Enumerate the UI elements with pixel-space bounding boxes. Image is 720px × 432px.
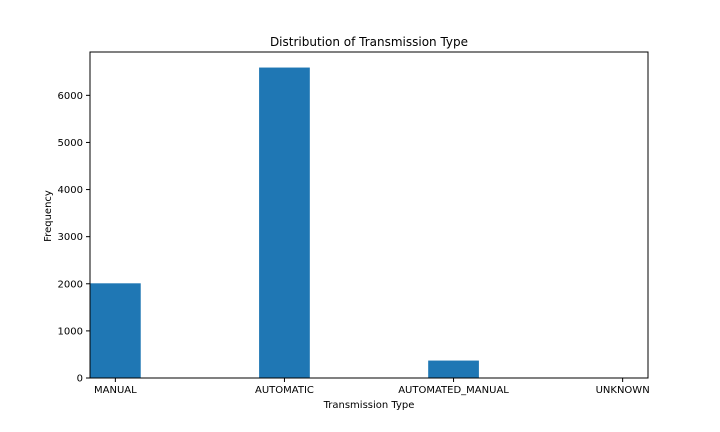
x-tick-label: MANUAL [94, 385, 137, 396]
x-tick-label: UNKNOWN [596, 385, 650, 396]
x-tick-label: AUTOMATED_MANUAL [398, 385, 509, 396]
x-axis-label: Transmission Type [323, 400, 415, 411]
y-tick-label: 2000 [58, 279, 83, 290]
bar-automated-manual [428, 360, 479, 378]
bars-layer [90, 67, 479, 379]
y-tick-label: 0 [77, 374, 83, 385]
x-tick-label: AUTOMATIC [255, 385, 314, 396]
bar-manual [90, 283, 141, 378]
y-tick-label: 5000 [58, 138, 83, 149]
y-axis-label: Frequency [43, 190, 54, 242]
chart-title: Distribution of Transmission Type [270, 35, 468, 49]
y-tick-label: 6000 [58, 91, 83, 102]
y-tick-label: 1000 [58, 326, 83, 337]
ticks-layer: MANUAL AUTOMATIC AUTOMATED_MANUAL UNKNOWN 0 1… [58, 91, 650, 396]
plot-frame [89, 51, 649, 379]
y-tick-label: 4000 [58, 185, 83, 196]
y-tick-label: 3000 [58, 232, 83, 243]
bar-automatic [259, 67, 310, 379]
